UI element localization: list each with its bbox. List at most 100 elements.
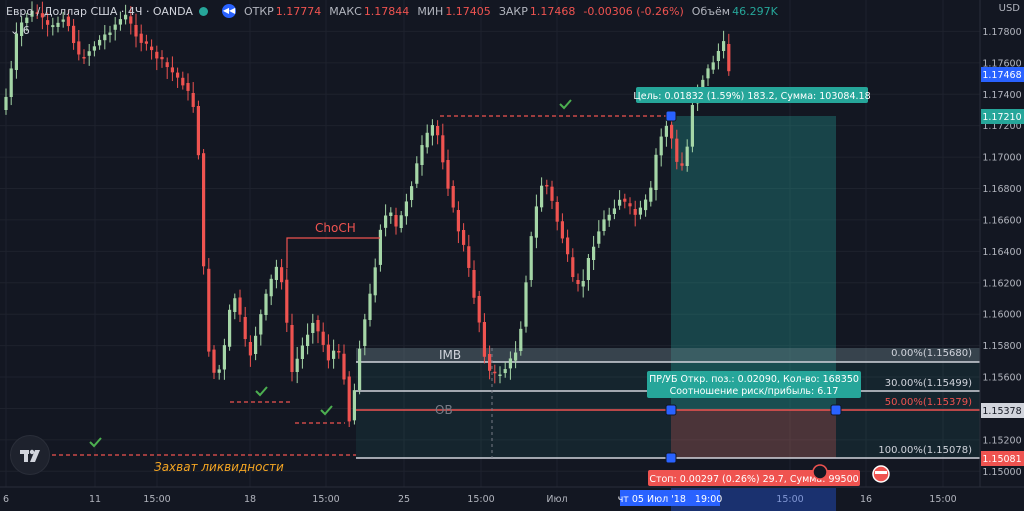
candle-body	[87, 51, 91, 56]
high-value: 1.17844	[363, 4, 410, 18]
candle-body	[560, 221, 564, 239]
close-label: ЗАКР	[498, 4, 528, 18]
candle-body	[659, 136, 663, 156]
time-tick-label: 18	[244, 494, 256, 505]
candle-body	[488, 354, 492, 371]
time-tick-label: 25	[398, 494, 410, 505]
candle-body	[597, 231, 601, 244]
entry-handle-left[interactable]	[665, 404, 677, 416]
stop-label-box	[648, 470, 860, 486]
candle-body	[20, 22, 24, 36]
candle-body	[675, 138, 679, 162]
candle-body	[711, 62, 715, 70]
candle-body	[592, 246, 596, 260]
symbol-name[interactable]: Евро / Доллар США · 4Ч · OANDA	[6, 4, 193, 18]
rr-label-line2: Соотношение риск/прибыль: 6.17	[670, 386, 839, 397]
candle-body	[311, 322, 315, 333]
candle-body	[410, 186, 414, 200]
time-axis[interactable]	[0, 487, 1024, 511]
candle-body	[378, 229, 382, 265]
price-tick-label: 1.16200	[982, 278, 1021, 289]
candle-body	[482, 322, 486, 357]
loss-zone[interactable]	[671, 410, 836, 458]
candle-body	[176, 72, 180, 78]
candle-body	[61, 19, 65, 22]
candle-body	[394, 215, 398, 227]
candle-body	[196, 106, 200, 156]
rr-label-box	[647, 371, 861, 398]
candle-body	[566, 237, 570, 255]
candle-body	[290, 325, 294, 372]
entry-handle-right[interactable]	[830, 404, 842, 416]
candle-body	[519, 328, 523, 351]
candle-body	[644, 199, 648, 211]
time-tick-label: 15:00	[467, 494, 494, 505]
candle-body	[4, 96, 8, 110]
candle-body	[633, 209, 637, 215]
price-tick-label: 1.17200	[982, 121, 1021, 132]
candle-body	[638, 207, 642, 215]
indicators-toggle[interactable]: ⌄ 6	[10, 24, 30, 37]
candle-body	[727, 44, 731, 72]
candle-body	[150, 46, 154, 51]
candle-body	[56, 22, 60, 27]
candle-body	[446, 160, 450, 189]
candle-body	[623, 198, 627, 202]
chart-legend[interactable]: Евро / Доллар США · 4Ч · OANDA ◀◀ ОТКР 1…	[0, 0, 980, 22]
volume-label: Объём	[691, 4, 731, 18]
candle-body	[264, 293, 268, 315]
candle-body	[14, 33, 18, 70]
low-value: 1.17405	[445, 4, 491, 18]
profit-zone[interactable]	[671, 116, 836, 410]
candle-body	[680, 163, 684, 166]
price-tick-label: 1.17600	[982, 58, 1021, 69]
candle-body	[467, 246, 471, 268]
candle-body	[30, 10, 34, 17]
candle-body	[72, 25, 76, 44]
change-value: -0.00306 (-0.26%)	[583, 4, 684, 18]
target-label: Цель: 0.01832 (1.59%) 183.2, Сумма: 1030…	[633, 91, 870, 102]
price-tick-label: 1.15600	[982, 373, 1021, 384]
candle-body	[259, 314, 263, 335]
candle-body	[40, 13, 44, 18]
candle-body	[165, 62, 169, 68]
target-handle[interactable]	[665, 110, 677, 122]
price-tick-label: 1.17000	[982, 153, 1021, 164]
candle-body	[472, 270, 476, 298]
rr-label-line1: ПР/УБ Откр. поз.: 0.02090, Кол-во: 16835…	[649, 374, 859, 385]
candle-body	[420, 145, 424, 165]
time-crosshair-badge	[620, 490, 720, 506]
price-tick-label: 1.15800	[982, 341, 1021, 352]
candle-body	[228, 309, 232, 347]
check-icon	[559, 99, 572, 110]
liquidity-label: Захват ликвидности	[154, 460, 284, 474]
replay-icon[interactable]: ◀◀	[221, 4, 236, 18]
time-tick-label: 15:00	[929, 494, 956, 505]
flag-icon-stripe	[875, 471, 887, 474]
current-price-text: 1.17468	[982, 70, 1021, 81]
candle-body	[368, 293, 372, 320]
candle-body	[456, 210, 460, 232]
stop-handle[interactable]	[665, 452, 677, 464]
candle-body	[586, 258, 590, 280]
high-label: МАКС	[329, 4, 362, 18]
price-tick-label: 1.16800	[982, 184, 1021, 195]
candle-body	[326, 344, 330, 361]
candlestick-series	[4, 1, 731, 427]
candle-body	[363, 319, 367, 346]
event-icon[interactable]	[812, 464, 828, 480]
candle-body	[373, 267, 377, 296]
candle-body	[508, 358, 512, 369]
tradingview-logo-icon[interactable]	[10, 435, 50, 475]
currency-label[interactable]: USD	[998, 3, 1020, 14]
candle-body	[202, 153, 206, 267]
candle-body	[664, 125, 668, 137]
candle-body	[113, 24, 117, 30]
candle-body	[35, 12, 39, 14]
candle-body	[9, 68, 13, 97]
time-axis-ticks: 6 11 15:00 18 15:00 25 15:00 Июл 15:00 16 15:00	[3, 494, 957, 505]
fib-zone[interactable]	[356, 348, 980, 458]
time-tick-label: 16	[860, 494, 872, 505]
candle-body	[436, 126, 440, 136]
